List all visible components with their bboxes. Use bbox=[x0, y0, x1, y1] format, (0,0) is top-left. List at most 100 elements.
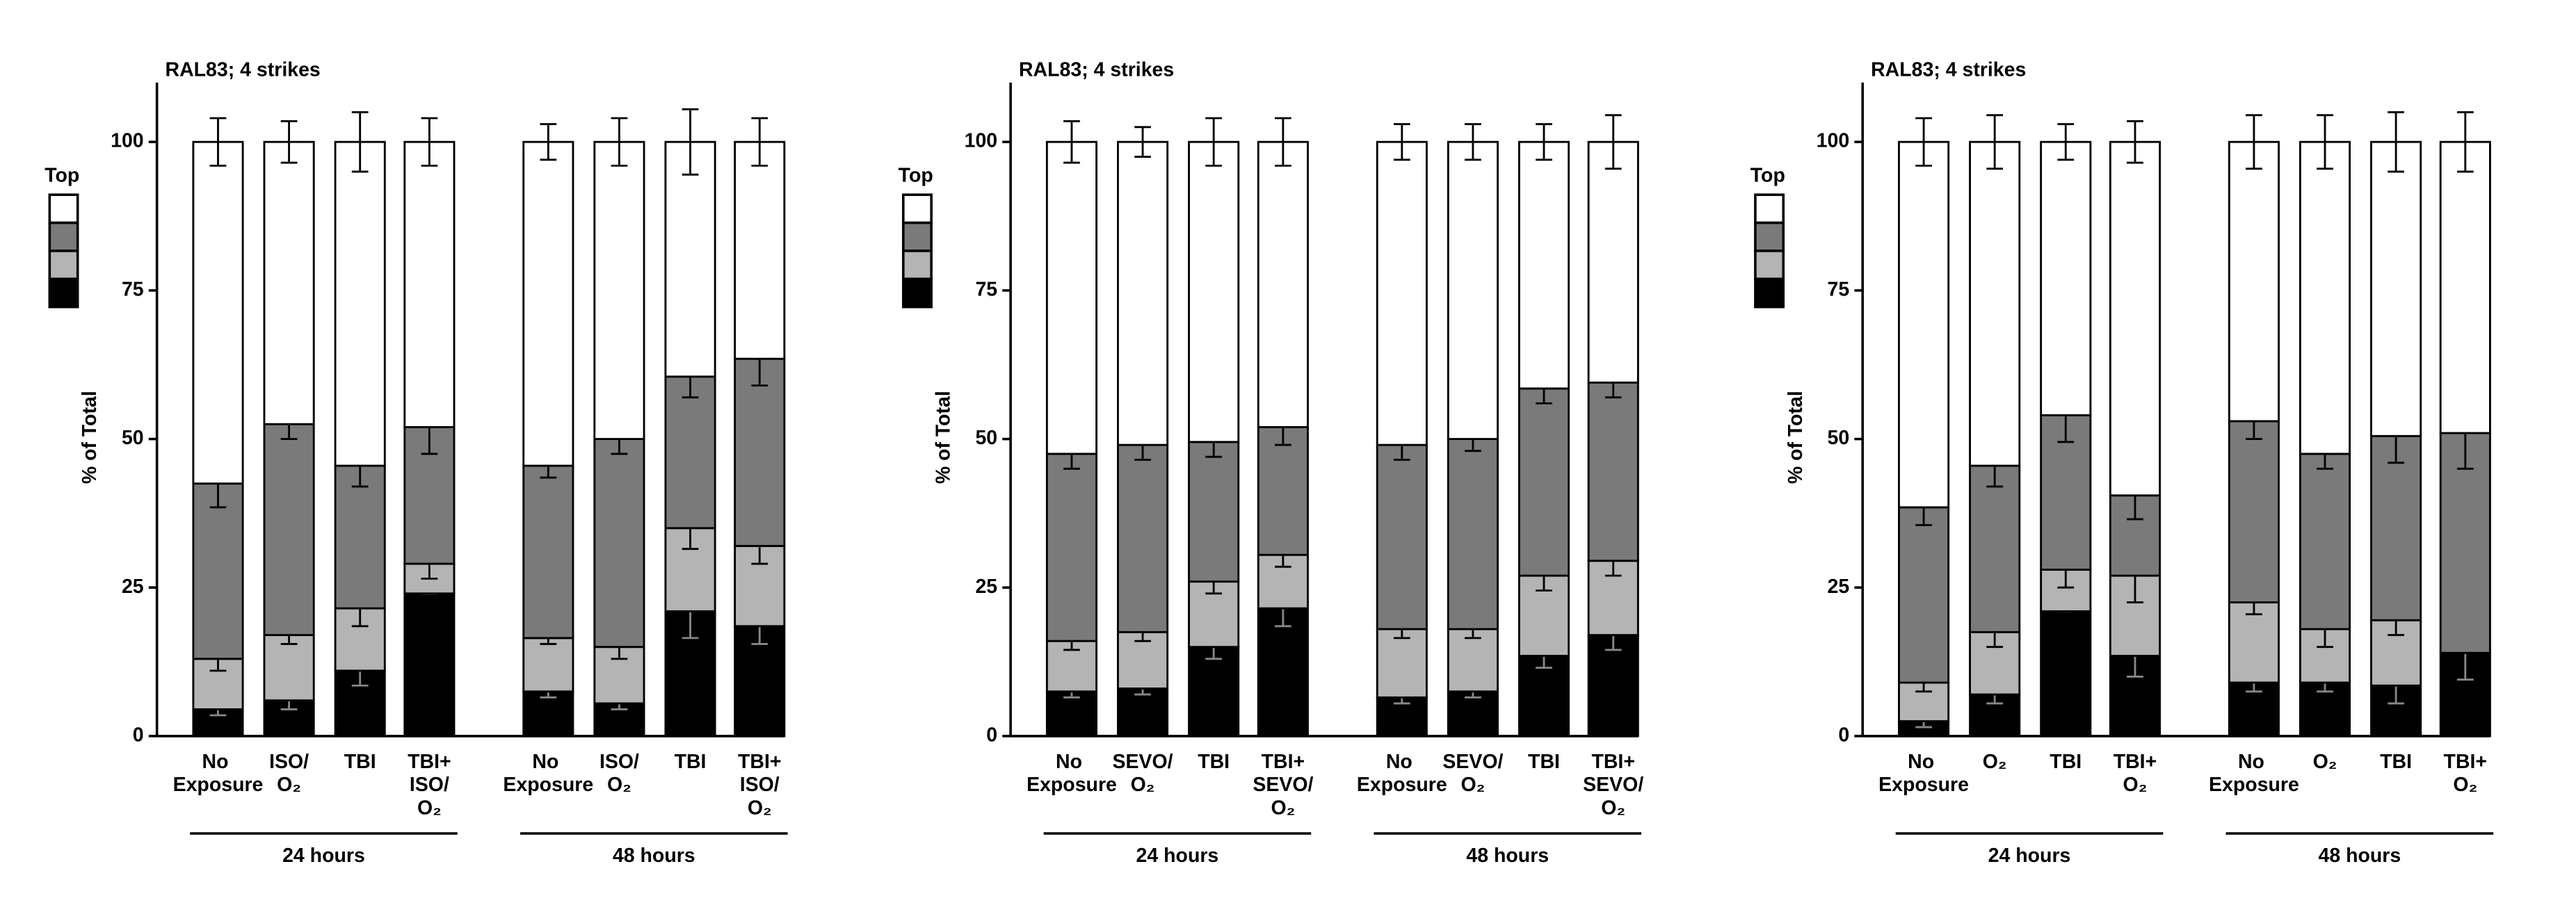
x-tick-label: No Exposure bbox=[503, 750, 593, 795]
y-tick-label: 25 bbox=[975, 576, 997, 598]
error-bar bbox=[351, 111, 369, 173]
x-tick-label: No Exposure bbox=[1878, 750, 1969, 795]
bar-segment bbox=[522, 140, 574, 467]
error-bar bbox=[2057, 123, 2075, 161]
bar-segment bbox=[664, 375, 716, 530]
bar-segment bbox=[1257, 607, 1309, 738]
x-tick-label: TBI bbox=[1528, 750, 1560, 772]
bar-segment bbox=[2299, 140, 2351, 455]
x-tick-label: O₂ bbox=[1983, 750, 2007, 772]
bar-segment bbox=[2228, 601, 2280, 684]
bar-segment bbox=[593, 438, 645, 649]
bar-segment bbox=[1376, 140, 1428, 446]
x-tick-label: SEVO/O₂ bbox=[1113, 750, 1173, 795]
error-bar bbox=[540, 123, 557, 161]
error-bar bbox=[1536, 123, 1552, 161]
bar-segment bbox=[1117, 443, 1169, 633]
legend-swatch bbox=[1754, 193, 1785, 225]
y-tick-label: 0 bbox=[1838, 724, 1849, 746]
error-bar bbox=[2246, 114, 2262, 170]
legend-swatch bbox=[48, 193, 79, 225]
bar-segment bbox=[664, 140, 716, 378]
bar-segment bbox=[1447, 690, 1499, 738]
x-tick-label: TBI+ SEVO/O₂ bbox=[1583, 750, 1643, 818]
y-axis-label: % of Total bbox=[933, 391, 955, 484]
legend-title: Top bbox=[899, 165, 933, 187]
x-tick-label: TBI+ O₂ bbox=[2444, 750, 2488, 795]
y-tick-label: 0 bbox=[133, 724, 144, 746]
legend-title: Top bbox=[45, 165, 79, 187]
bar-segment bbox=[1587, 381, 1639, 562]
bar-segment bbox=[263, 140, 315, 425]
error-bar bbox=[280, 120, 298, 164]
error-bar bbox=[209, 117, 227, 167]
group-label: 48 hours bbox=[2319, 845, 2401, 867]
bar-segment bbox=[2370, 434, 2422, 621]
bar-segment bbox=[1898, 140, 1950, 509]
legend-title: Top bbox=[1750, 165, 1785, 187]
y-tick-label: 75 bbox=[122, 278, 144, 300]
bar-segment bbox=[1969, 140, 2021, 467]
group-label: 48 hours bbox=[1466, 845, 1549, 867]
bar-segment bbox=[2109, 140, 2162, 497]
error-bar bbox=[1275, 117, 1291, 167]
bar-segment bbox=[734, 544, 786, 628]
bar-segment bbox=[2109, 655, 2162, 738]
bar-segment bbox=[1188, 140, 1240, 443]
y-axis-label: % of Total bbox=[79, 391, 101, 484]
group-label: 48 hours bbox=[613, 845, 695, 867]
bar-segment bbox=[1447, 140, 1499, 440]
x-tick-label: ISO/O₂ bbox=[269, 750, 309, 795]
error-bar bbox=[1986, 114, 2004, 170]
bar-segment bbox=[334, 464, 386, 610]
bar-segment bbox=[2299, 453, 2351, 630]
y-tick-label: 100 bbox=[1817, 130, 1850, 152]
error-bar bbox=[1393, 123, 1410, 161]
group-label: 24 hours bbox=[1136, 845, 1219, 867]
legend-swatch bbox=[902, 250, 933, 281]
x-tick-label: TBI bbox=[2050, 750, 2082, 772]
x-tick-label: O₂ bbox=[2313, 750, 2337, 772]
bar-segment bbox=[1188, 646, 1240, 738]
bar-segment bbox=[1257, 426, 1309, 556]
error-bar bbox=[1205, 117, 1223, 167]
error-bar bbox=[1063, 120, 1080, 164]
y-tick-label: 75 bbox=[1828, 278, 1850, 300]
x-tick-label: No Exposure bbox=[1027, 750, 1117, 795]
bar-segment bbox=[2439, 140, 2491, 434]
y-tick-label: 25 bbox=[122, 576, 144, 598]
bar-segment bbox=[1587, 140, 1639, 384]
error-bar bbox=[2388, 111, 2404, 173]
error-bar bbox=[1134, 126, 1151, 158]
error-bar bbox=[2317, 114, 2333, 170]
error-bar bbox=[611, 117, 628, 167]
bar-segment bbox=[2040, 610, 2092, 738]
y-tick-label: 0 bbox=[986, 724, 997, 746]
y-tick-label: 75 bbox=[975, 278, 997, 300]
legend-swatch bbox=[1754, 221, 1785, 252]
bar-segment bbox=[1045, 140, 1098, 455]
bar-segment bbox=[2040, 140, 2092, 416]
group-label: 24 hours bbox=[1988, 845, 2071, 867]
y-tick-label: 25 bbox=[1828, 576, 1850, 598]
bar-segment bbox=[1447, 438, 1499, 630]
x-tick-label: No Exposure bbox=[1357, 750, 1447, 795]
legend-swatch bbox=[48, 277, 79, 309]
error-bar bbox=[2456, 111, 2474, 173]
chart-title: RAL83; 4 strikes bbox=[166, 59, 321, 81]
x-tick-label: TBI+ SEVO/O₂ bbox=[1253, 750, 1313, 818]
error-bar bbox=[1465, 123, 1481, 161]
x-tick-label: TBI+ ISO/O₂ bbox=[738, 750, 782, 818]
error-bar bbox=[1604, 114, 1622, 170]
x-tick-label: ISO/O₂ bbox=[599, 750, 639, 795]
x-tick-label: TBI bbox=[344, 750, 376, 772]
x-tick-label: TBI bbox=[2380, 750, 2412, 772]
bar-segment bbox=[522, 464, 574, 640]
bar-segment bbox=[263, 423, 315, 637]
bar-segment bbox=[1376, 443, 1428, 630]
bar-segment bbox=[1969, 464, 2021, 633]
x-tick-label: No Exposure bbox=[2209, 750, 2299, 795]
bar-segment bbox=[593, 140, 645, 440]
bar-segment bbox=[403, 592, 456, 738]
bar-segment bbox=[734, 357, 786, 547]
